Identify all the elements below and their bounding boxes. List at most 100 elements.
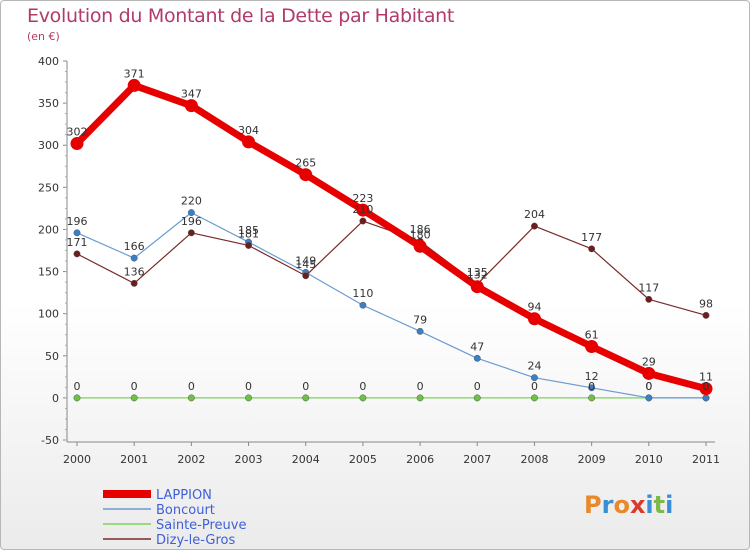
data-point <box>242 135 256 149</box>
legend-item-sainte-preuve: Sainte-Preuve <box>103 518 246 533</box>
x-tick-label: 2007 <box>463 453 491 466</box>
data-label: 0 <box>531 380 538 393</box>
data-point <box>642 366 656 380</box>
y-tick-label: 0 <box>52 392 59 405</box>
data-label: 0 <box>74 380 81 393</box>
logo-letter: x <box>629 491 646 519</box>
y-tick-label: 250 <box>38 181 59 194</box>
data-point <box>645 394 653 402</box>
data-label: 166 <box>124 240 145 253</box>
data-point <box>245 241 252 249</box>
data-label: 29 <box>642 355 656 368</box>
data-point <box>531 394 538 402</box>
data-label: 135 <box>467 266 488 279</box>
data-label: 0 <box>131 380 138 393</box>
data-point <box>356 203 370 217</box>
x-tick-label: 2002 <box>177 453 205 466</box>
data-label: 0 <box>359 380 366 393</box>
data-label: 98 <box>699 297 713 310</box>
x-tick-label: 2004 <box>292 453 320 466</box>
data-label: 149 <box>295 254 316 267</box>
data-label: 220 <box>181 195 202 208</box>
data-point <box>359 394 367 402</box>
data-label: 12 <box>585 370 599 383</box>
logo-letter: r <box>601 491 614 519</box>
data-label: 371 <box>124 67 145 80</box>
data-point <box>588 384 596 392</box>
x-tick-label: 2011 <box>692 453 720 466</box>
data-label: 0 <box>645 380 652 393</box>
data-point <box>302 394 310 402</box>
data-label: 0 <box>703 380 710 393</box>
chart-title: Evolution du Montant de la Dette par Hab… <box>27 5 455 27</box>
logo-letter: P <box>584 491 602 519</box>
legend-label: Sainte-Preuve <box>156 518 246 533</box>
data-point <box>473 354 481 362</box>
data-point <box>73 229 81 237</box>
data-label: 210 <box>352 203 373 216</box>
data-point <box>73 250 81 258</box>
y-tick-label: 400 <box>38 55 59 68</box>
data-label: 117 <box>638 281 659 294</box>
logo-letter: o <box>613 491 630 519</box>
data-label: 0 <box>588 380 595 393</box>
data-point <box>359 301 367 309</box>
data-label: 47 <box>470 340 484 353</box>
data-point <box>585 340 599 354</box>
legend-item-lappion: LAPPION <box>103 488 212 503</box>
data-label: 11 <box>699 371 713 384</box>
y-tick-label: 100 <box>38 308 59 321</box>
x-tick-label: 2010 <box>635 453 663 466</box>
logo-letter: t <box>653 491 666 519</box>
data-point <box>588 394 596 402</box>
data-point <box>588 245 596 253</box>
chart-axes: -50 0 50 100 150 200 250 300 350 400 2000 2001 2002 2… <box>38 55 720 466</box>
legend-label: Dizy-le-Gros <box>156 533 235 548</box>
data-point <box>127 78 141 92</box>
data-point <box>187 209 195 217</box>
data-point <box>702 394 710 402</box>
data-point <box>245 394 252 402</box>
data-label: 204 <box>524 208 545 221</box>
data-point <box>187 394 195 402</box>
data-label: 0 <box>474 380 481 393</box>
x-tick-label: 2005 <box>349 453 377 466</box>
data-label: 145 <box>295 258 316 271</box>
data-label: 185 <box>238 224 259 237</box>
data-label: 136 <box>124 265 145 278</box>
data-label: 304 <box>238 124 259 137</box>
data-label: 180 <box>410 228 431 241</box>
y-tick-label: 350 <box>38 97 59 110</box>
x-tick-label: 2001 <box>120 453 148 466</box>
data-point <box>184 99 198 113</box>
data-label: 265 <box>295 157 316 170</box>
data-label: 110 <box>352 287 373 300</box>
data-point <box>531 222 538 230</box>
data-point <box>702 311 710 319</box>
data-point <box>73 394 81 402</box>
data-point <box>130 394 138 402</box>
series-line <box>76 220 707 316</box>
data-point <box>527 312 541 326</box>
data-label: 0 <box>417 380 424 393</box>
data-point <box>699 382 713 396</box>
data-label: 171 <box>67 236 88 249</box>
data-point <box>130 254 138 262</box>
data-point <box>130 279 138 287</box>
x-tick-label: 2000 <box>63 453 91 466</box>
data-label: 177 <box>581 231 602 244</box>
data-point <box>645 295 653 303</box>
data-label: 79 <box>413 313 427 326</box>
series-dizy-le-gros <box>73 217 710 319</box>
proxiti-logo: Proxiti <box>584 491 673 519</box>
series-line <box>73 81 710 393</box>
y-tick-label: 300 <box>38 139 59 152</box>
data-label: 223 <box>352 192 373 205</box>
data-point <box>299 168 313 182</box>
x-tick-label: 2006 <box>406 453 434 466</box>
y-tick-label: -50 <box>41 434 59 447</box>
